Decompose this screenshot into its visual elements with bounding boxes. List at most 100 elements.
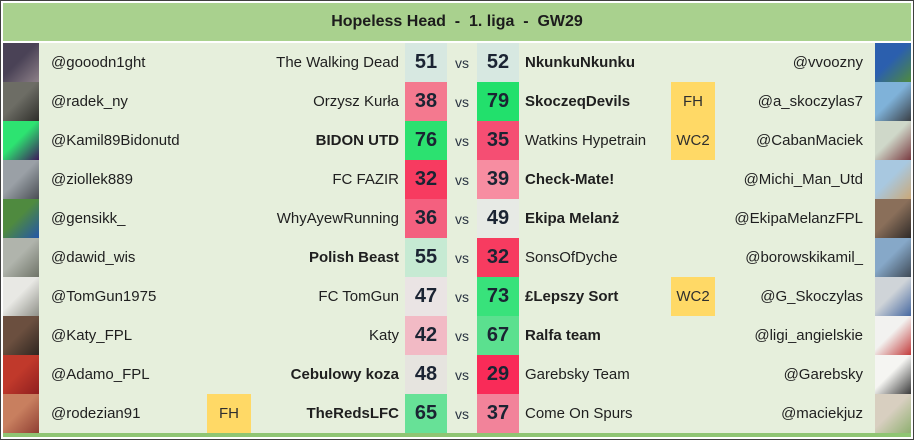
avatar-left [3,355,39,394]
league-header: Hopeless Head - 1. liga - GW29 [3,3,911,41]
manager-handle-right: @Michi_Man_Utd [743,171,863,188]
match-row: @Kamil89Bidonutd BIDON UTD 76 vs 35 Watk… [3,121,911,160]
avatar-left [3,277,39,316]
match-row: @dawid_wis Polish Beast 55 vs 32 SonsOfD… [3,238,911,277]
avatar-right [875,238,911,277]
team-name-left: The Walking Dead [276,54,399,71]
match-row: @Katy_FPL Katy 42 vs 67 Ralfa team @ligi… [3,316,911,355]
vs-label: vs [455,93,469,110]
team-name-left: WhyAyewRunning [276,210,399,227]
chip-badge-left: FH [207,394,251,433]
avatar-right [875,121,911,160]
manager-handle-left: @ziollek889 [51,171,133,188]
score-left: 32 [405,160,447,199]
team-name-left: Polish Beast [308,249,399,266]
manager-handle-right: @vvoozny [792,54,863,71]
avatar-left [3,160,39,199]
vs-label: vs [455,405,469,422]
score-left: 36 [405,199,447,238]
avatar-left [3,121,39,160]
avatar-right [875,394,911,433]
score-right: 32 [477,238,519,277]
team-name-right: Check-Mate! [525,171,615,188]
avatar-right [875,355,911,394]
score-right: 39 [477,160,519,199]
score-left: 42 [405,316,447,355]
score-right: 37 [477,394,519,433]
vs-label: vs [455,366,469,383]
score-left: 65 [405,394,447,433]
manager-handle-right: @CabanMaciek [756,132,863,149]
score-left: 38 [405,82,447,121]
match-row: @rodezian91 FH TheRedsLFC 65 vs 37 Come … [3,394,911,433]
match-row: @gensikk_ WhyAyewRunning 36 vs 49 Ekipa … [3,199,911,238]
avatar-left [3,43,39,82]
team-name-left: TheRedsLFC [306,405,399,422]
score-left: 47 [405,277,447,316]
score-right: 35 [477,121,519,160]
vs-label: vs [455,54,469,71]
manager-handle-left: @gensikk_ [51,210,126,227]
manager-handle-right: @a_skoczylas7 [757,93,863,110]
manager-handle-right: @ligi_angielskie [754,327,863,344]
manager-handle-left: @rodezian91 [51,405,141,422]
avatar-left [3,82,39,121]
team-name-right: £Lepszy Sort [525,288,619,305]
team-name-right: SonsOfDyche [525,249,618,266]
team-name-left: Katy [368,327,399,344]
vs-label: vs [455,288,469,305]
score-right: 79 [477,82,519,121]
avatar-right [875,43,911,82]
manager-handle-left: @Kamil89Bidonutd [51,132,180,149]
team-name-right: Come On Spurs [525,405,633,422]
match-row: @ziollek889 FC FAZIR 32 vs 39 Check-Mate… [3,160,911,199]
score-right: 52 [477,43,519,82]
match-row: @radek_ny Orzysz Kurła 38 vs 79 SkoczeqD… [3,82,911,121]
manager-handle-left: @Adamo_FPL [51,366,150,383]
score-left: 48 [405,355,447,394]
manager-handle-left: @gooodn1ght [51,54,146,71]
avatar-right [875,82,911,121]
team-name-right: Watkins Hypetrain [525,132,647,149]
match-row: @gooodn1ght The Walking Dead 51 vs 52 Nk… [3,43,911,82]
team-name-right: SkoczeqDevils [525,93,631,110]
chip-badge-right: WC2 [671,121,715,160]
manager-handle-left: @Katy_FPL [51,327,133,344]
avatar-left [3,199,39,238]
vs-label: vs [455,327,469,344]
score-right: 49 [477,199,519,238]
score-right: 29 [477,355,519,394]
avatar-left [3,316,39,355]
team-name-left: Orzysz Kurła [313,93,399,110]
team-name-left: FC FAZIR [332,171,399,188]
team-name-right: Ralfa team [525,327,601,344]
avatar-right [875,277,911,316]
match-list: @gooodn1ght The Walking Dead 51 vs 52 Nk… [3,43,911,433]
team-name-left: FC TomGun [318,288,399,305]
avatar-right [875,199,911,238]
vs-label: vs [455,171,469,188]
match-row: @Adamo_FPL Cebulowy koza 48 vs 29 Garebs… [3,355,911,394]
team-name-right: Ekipa Melanż [525,210,620,227]
avatar-right [875,160,911,199]
vs-label: vs [455,249,469,266]
avatar-left [3,238,39,277]
manager-handle-right: @G_Skoczylas [760,288,863,305]
manager-handle-right: @Garebsky [783,366,863,383]
score-right: 67 [477,316,519,355]
avatar-left [3,394,39,433]
chip-badge-right: FH [671,82,715,121]
vs-label: vs [455,132,469,149]
bottom-border [3,433,911,437]
manager-handle-right: @borowskikamil_ [745,249,863,266]
chip-badge-right: WC2 [671,277,715,316]
score-right: 73 [477,277,519,316]
score-left: 76 [405,121,447,160]
manager-handle-right: @maciekjuz [781,405,863,422]
manager-handle-left: @TomGun1975 [51,288,157,305]
team-name-right: NkunkuNkunku [525,54,636,71]
manager-handle-left: @dawid_wis [51,249,136,266]
team-name-left: Cebulowy koza [290,366,399,383]
manager-handle-right: @EkipaMelanzFPL [734,210,863,227]
